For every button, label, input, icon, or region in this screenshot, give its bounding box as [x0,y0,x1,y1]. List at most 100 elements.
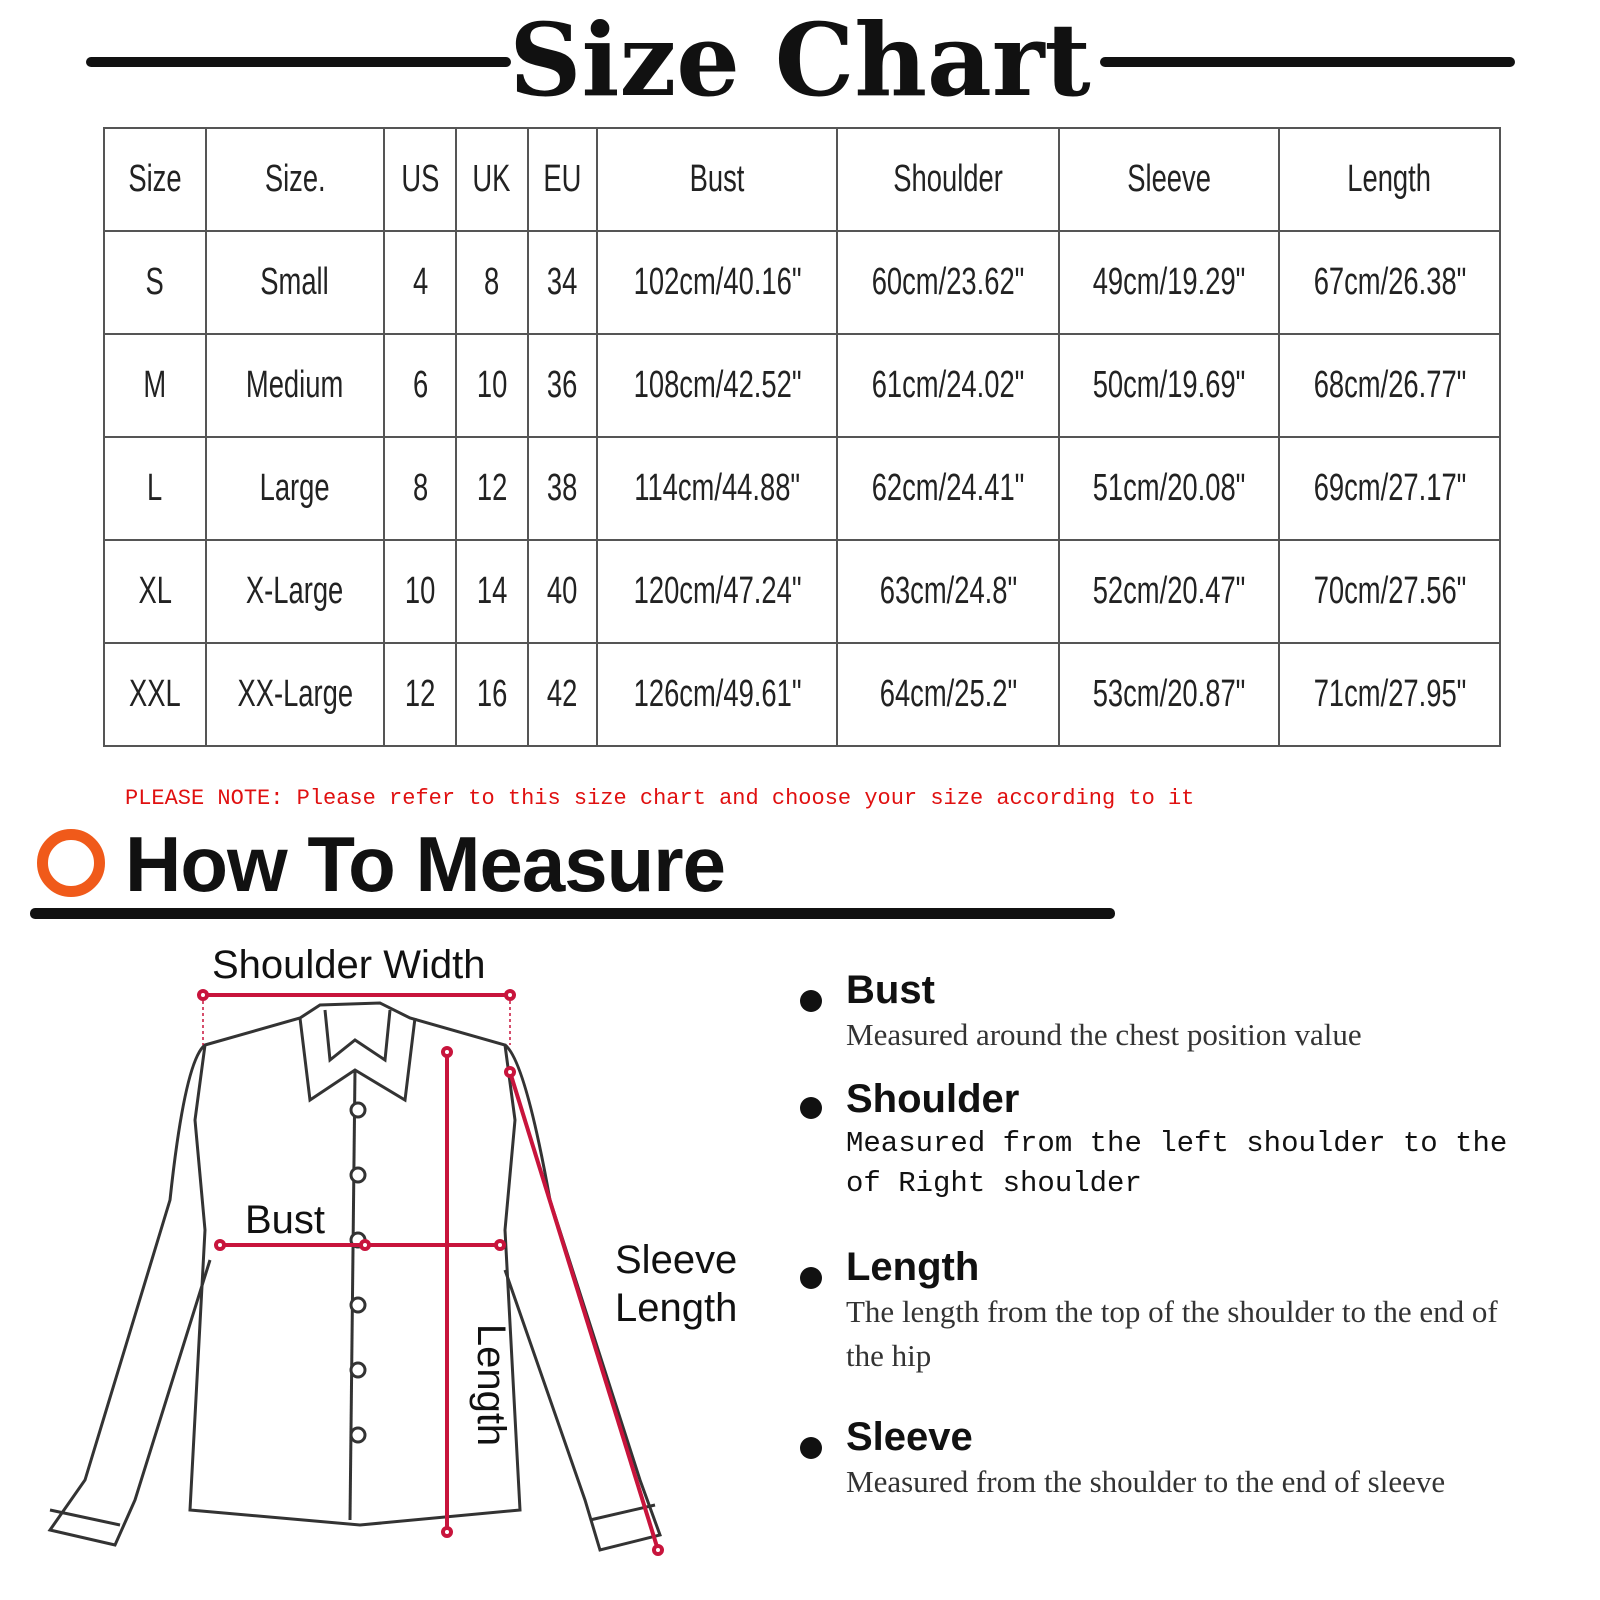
column-header: Shoulder [836,127,1061,232]
cell-text: 34 [547,261,578,303]
table-cell: Medium [204,333,386,438]
table-cell: 10 [454,333,529,438]
shirt-diagram [47,989,664,1556]
bullet-icon [800,1437,822,1459]
cell-text: 14 [476,570,508,612]
table-cell: 36 [526,333,599,438]
table-row: L Large 8 12 38 114cm/44.88" 62cm/24.41" 51cm/2… [103,436,1501,541]
table-row: M Medium 6 10 36 108cm/42.52" 61cm/24.02" 50cm/… [103,333,1501,438]
cell-text: XX-Large [237,673,353,715]
cell-text: 102cm/40.16" [633,261,802,303]
table-cell: 120cm/47.24" [596,539,839,644]
cell-text: 67cm/26.38" [1313,261,1466,303]
item-title: Bust [846,968,935,1012]
header-text: US [401,158,440,200]
table-cell: M [103,333,207,438]
cell-text: Medium [246,364,344,406]
cell-text: Small [260,261,330,303]
bullet-icon [800,1097,822,1119]
table-cell: 67cm/26.38" [1278,230,1501,335]
table-cell: 50cm/19.69" [1058,333,1281,438]
item-desc: The length from the top of the shoulder … [846,1294,1498,1373]
table-cell: X-Large [204,539,386,644]
item-desc: Measured from the left shoulder to the o… [846,1127,1508,1200]
page-title: Size Chart [509,1,1091,119]
column-header: EU [526,127,599,232]
table-cell: 64cm/25.2" [836,642,1061,747]
cell-text: 63cm/24.8" [879,570,1017,612]
cell-text: 71cm/27.95" [1313,673,1466,715]
header-text: Bust [689,158,745,200]
cell-text: 40 [547,570,578,612]
cell-text: 64cm/25.2" [879,673,1017,715]
cell-text: M [143,364,167,406]
item-desc: Measured around the chest position value [846,1017,1362,1052]
table-cell: 52cm/20.47" [1058,539,1281,644]
table-cell: 108cm/42.52" [596,333,839,438]
label-sleeve-length: Length [615,1286,738,1330]
table-cell: 40 [526,539,599,644]
cell-text: 16 [476,673,508,715]
bullet-icon [800,990,822,1012]
table-cell: 53cm/20.87" [1058,642,1281,747]
label-length: Length [469,1323,514,1447]
header-text: Size. [264,158,326,200]
cell-text: 53cm/20.87" [1092,673,1246,715]
cell-text: XL [138,570,172,612]
table-cell: XX-Large [204,642,386,747]
table-cell: 62cm/24.41" [836,436,1061,541]
cell-text: 12 [404,673,436,715]
column-header: Sleeve [1058,127,1281,232]
table-cell: L [103,436,207,541]
table-cell: 102cm/40.16" [596,230,839,335]
table-cell: 126cm/49.61" [596,642,839,747]
cell-text: 38 [547,467,578,509]
cell-text: 68cm/26.77" [1313,364,1466,406]
title-rule-left [86,57,511,67]
cell-text: 8 [484,261,500,303]
column-header: Size [103,127,207,232]
cell-text: 10 [404,570,436,612]
cell-text: 42 [547,673,578,715]
cell-text: 70cm/27.56" [1313,570,1466,612]
cell-text: 4 [412,261,428,303]
table-row: S Small 4 8 34 102cm/40.16" 60cm/23.62" 49cm/19… [103,230,1501,335]
item-title: Shoulder [846,1077,1020,1121]
table-cell: 6 [383,333,457,438]
cell-text: 62cm/24.41" [871,467,1025,509]
cell-text: 12 [476,467,508,509]
table-cell: 61cm/24.02" [836,333,1061,438]
label-bust: Bust [245,1198,326,1242]
table-cell: 34 [526,230,599,335]
cell-text: 52cm/20.47" [1092,570,1246,612]
item-title: Sleeve [846,1415,973,1459]
table-cell: 16 [454,642,529,747]
table-cell: 69cm/27.17" [1278,436,1501,541]
table-cell: 12 [454,436,529,541]
cell-text: 10 [476,364,508,406]
table-cell: 49cm/19.29" [1058,230,1281,335]
cell-text: 50cm/19.69" [1092,364,1246,406]
table-cell: 8 [383,436,457,541]
table-cell: 12 [383,642,457,747]
item-title: Length [846,1245,980,1289]
table-cell: 51cm/20.08" [1058,436,1281,541]
table-row: XL X-Large 10 14 40 120cm/47.24" 63cm/24.8" 52c… [103,539,1501,644]
header-text: Shoulder [893,158,1003,200]
column-header: Bust [596,127,839,232]
cell-text: 60cm/23.62" [871,261,1025,303]
table-cell: XXL [103,642,207,747]
table-cell: S [103,230,207,335]
cell-text: 61cm/24.02" [871,364,1025,406]
table-cell: 38 [526,436,599,541]
table-cell: XL [103,539,207,644]
table-cell: 70cm/27.56" [1278,539,1501,644]
label-sleeve: Sleeve [615,1238,738,1282]
header-text: Size [128,158,182,200]
table-header-row: Size Size. US UK EU Bust Shoulder Sleeve Length [103,127,1501,232]
table-cell: Small [204,230,386,335]
size-table: Size Size. US UK EU Bust Shoulder Sleeve Length … [103,127,1501,747]
table-cell: 114cm/44.88" [596,436,839,541]
cell-text: XXL [128,673,181,715]
